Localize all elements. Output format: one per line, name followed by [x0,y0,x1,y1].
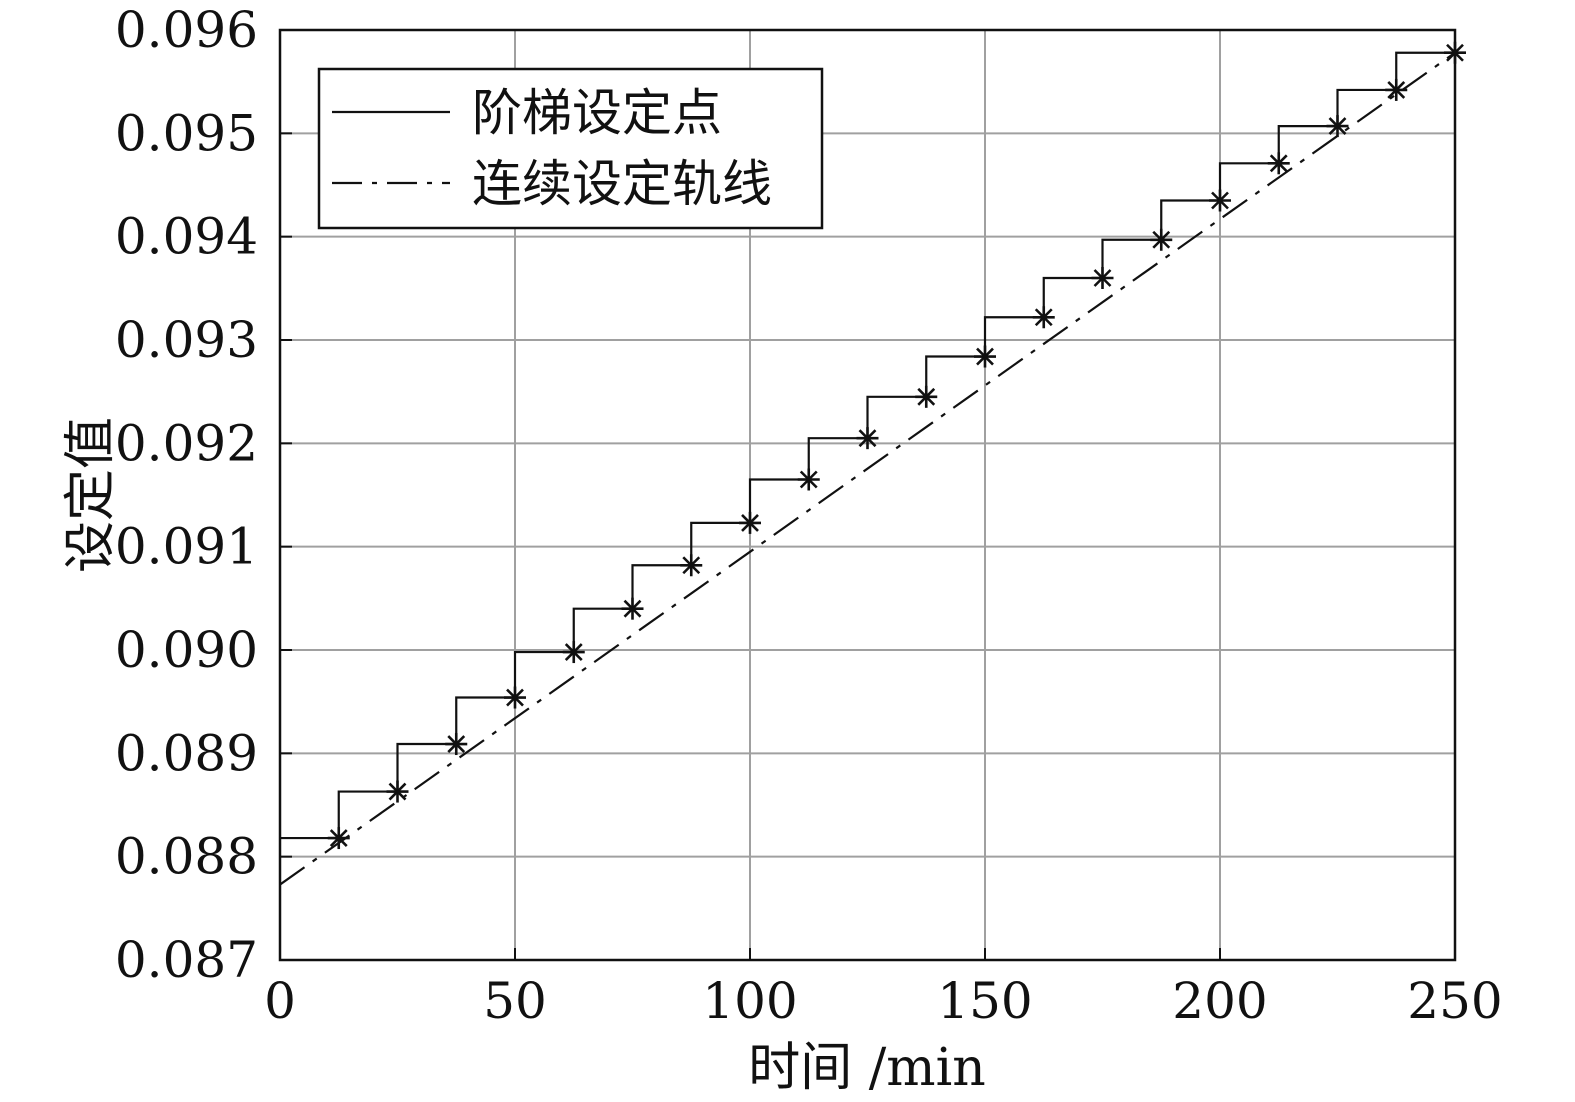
x-tick-label: 0 [264,972,296,1030]
asterisk-marker [386,780,409,803]
y-axis-title: 设定值 [61,417,121,573]
x-tick-label: 250 [1407,972,1502,1030]
asterisk-marker [974,345,996,368]
y-tick-label: 0.087 [115,931,258,989]
asterisk-marker [1385,78,1408,101]
legend-label-continuous: 连续设定轨线 [472,155,772,213]
plot-frame [278,28,1457,962]
asterisk-marker [915,385,938,408]
asterisk-marker [621,597,644,620]
asterisk-marker [327,827,350,850]
asterisk-marker [739,511,761,534]
legend-box [317,67,824,230]
asterisk-marker [1150,228,1173,251]
y-tick-label: 0.090 [115,621,258,679]
y-tick-label: 0.096 [115,1,258,59]
y-tick-label: 0.092 [115,414,258,472]
asterisk-marker [797,468,820,491]
series-continuous-line [279,51,1456,886]
asterisk-marker [1091,267,1114,289]
y-tick-label: 0.089 [115,724,258,782]
asterisk-marker [856,427,879,450]
asterisk-marker [445,733,468,756]
x-tick-label: 100 [702,972,797,1030]
asterisk-marker [1326,115,1349,138]
series-step-line [280,51,1455,840]
x-tick-label: 50 [483,972,547,1030]
y-tick-labels: 0.087 0.088 0.089 0.090 0.091 0.092 0.093 0.094… [115,1,292,989]
legend: 阶梯设定点 连续设定轨线 [317,67,824,230]
x-axis-title: 时间 /min [748,1038,985,1098]
y-tick-label: 0.094 [115,208,258,266]
x-tick-label: 150 [937,972,1032,1030]
asterisk-marker [1209,189,1231,212]
asterisk-marker [1267,152,1290,175]
y-tick-label: 0.088 [115,828,258,886]
asterisk-marker [1032,306,1055,329]
legend-label-step: 阶梯设定点 [472,84,722,142]
plot-area [279,41,1466,886]
y-tick-label: 0.095 [115,104,258,162]
x-tick-labels: 0 50 100 150 200 250 [264,948,1503,1030]
asterisk-marker [562,641,585,664]
asterisk-marker [680,554,703,577]
x-tick-label: 200 [1172,972,1267,1030]
y-tick-label: 0.091 [115,518,258,576]
y-tick-label: 0.093 [115,311,258,369]
asterisk-marker [504,686,526,709]
